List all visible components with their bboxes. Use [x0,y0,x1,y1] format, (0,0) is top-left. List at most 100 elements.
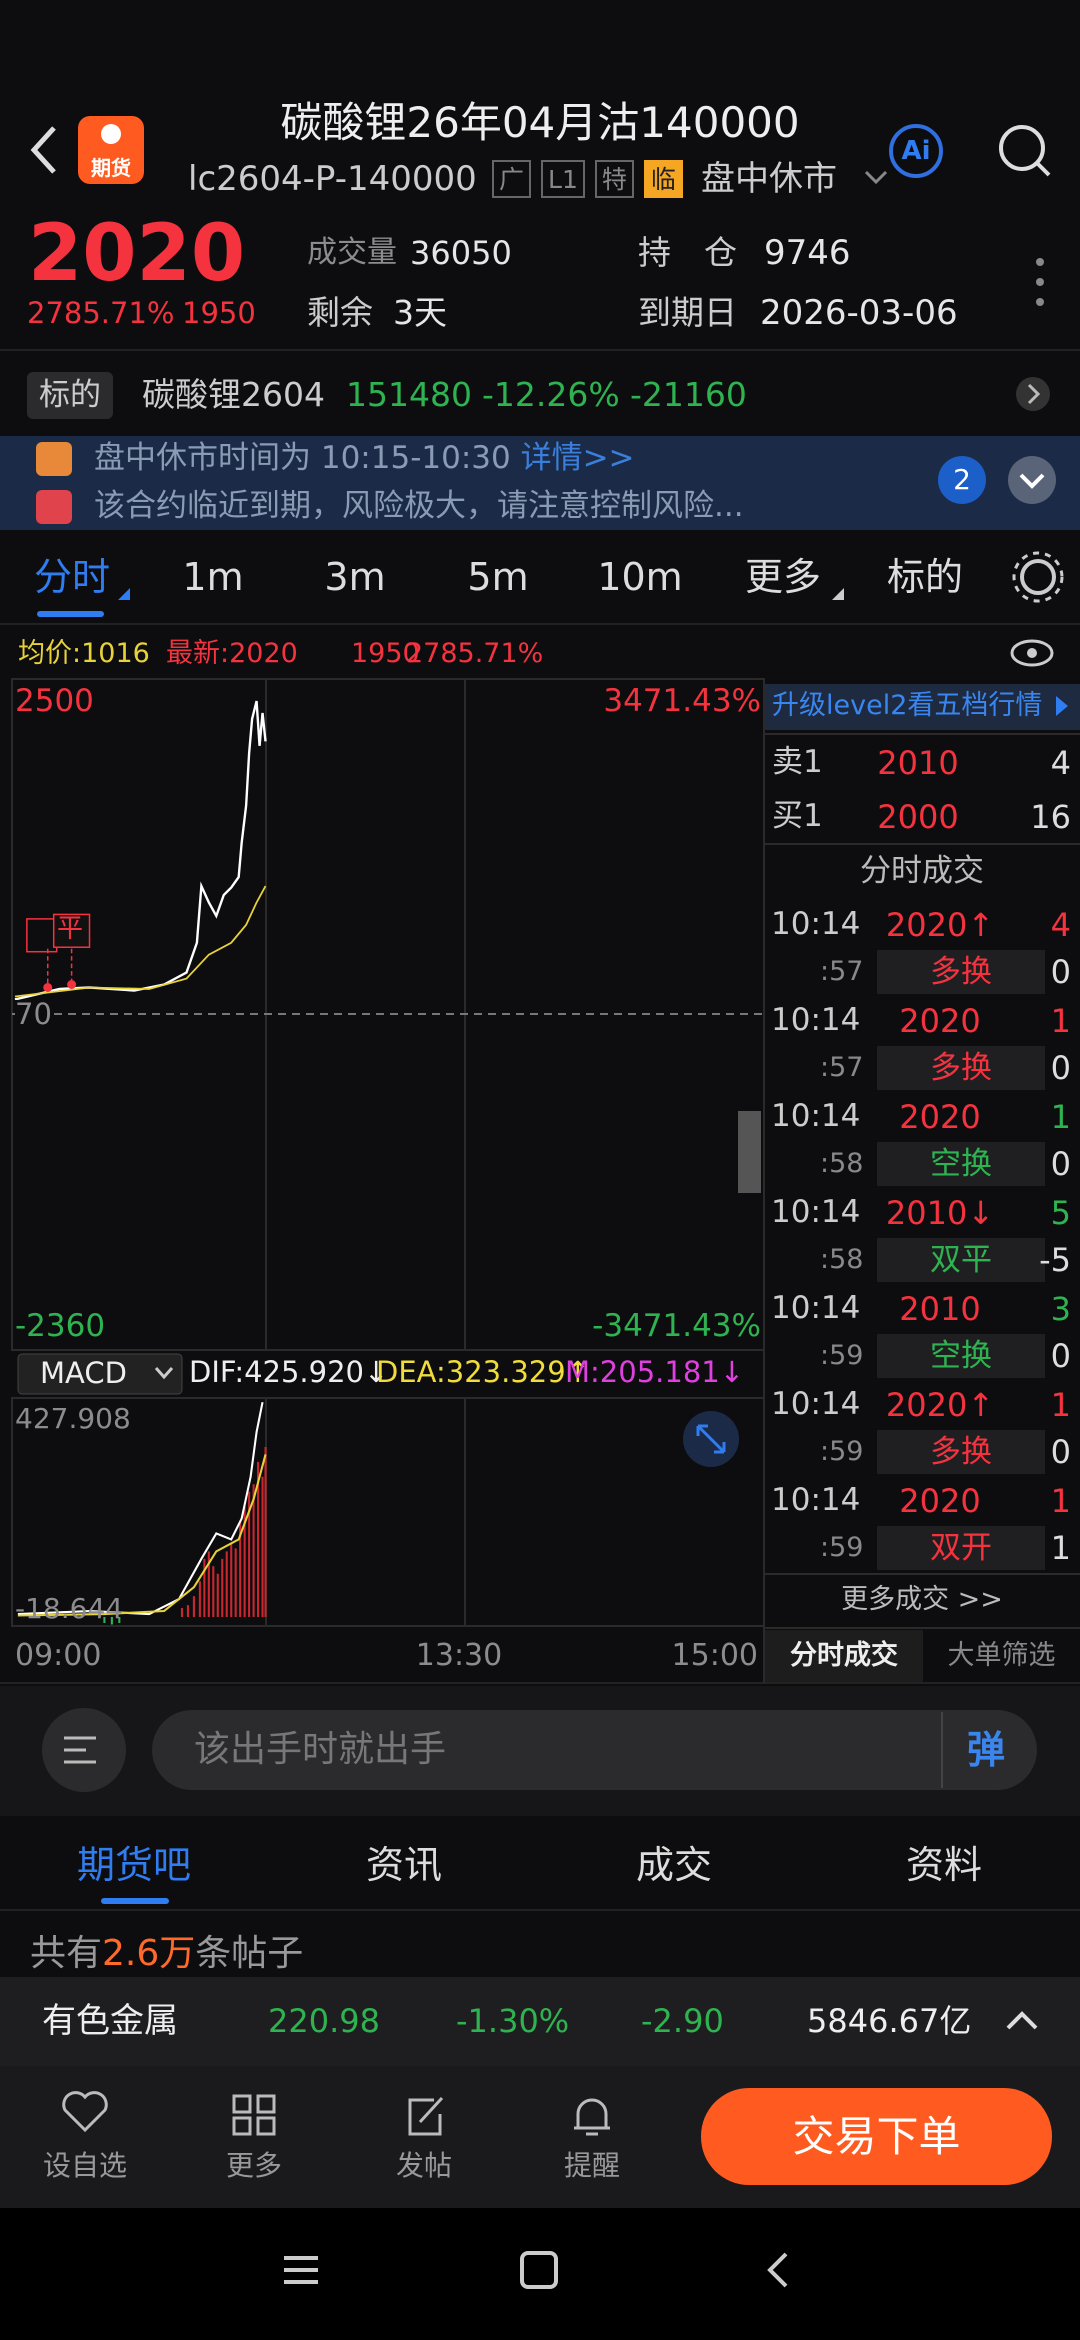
search-icon[interactable] [999,125,1045,171]
fav-icon[interactable] [62,2091,108,2133]
comment-input[interactable] [152,1710,1037,1790]
underlying-price: 151480 [346,375,472,414]
tag: L1 [541,160,585,198]
back-icon[interactable] [30,126,56,174]
home-key[interactable] [520,2251,558,2289]
time-label: 15:00 [671,1638,758,1673]
sector-amount: 5846.67亿 [807,2002,972,2040]
post-prefix: 共有 [30,1933,103,1974]
ai-label[interactable]: Ai [901,136,931,166]
trade-oi: 0 [1050,1433,1071,1471]
trade-type: 双平 [877,1238,1045,1282]
status-chevron[interactable] [864,170,888,185]
axis-bottom: -2360 [15,1308,106,1344]
section-tab[interactable]: 期货吧 [76,1843,191,1887]
level2-text[interactable]: 升级level2看五档行情 [772,690,1043,721]
menu-dot[interactable] [1036,258,1044,266]
trade-sec: :57 [820,956,864,987]
volume-label: 成交量 [307,235,397,270]
post-number: 2.6万 [102,1933,196,1974]
trade-price: 2010 [899,1290,981,1328]
underlying-pct: -12.26% [482,375,620,414]
macd-select[interactable] [17,1353,183,1395]
timeframe-tab[interactable]: 5m [467,555,529,599]
marker-box [26,918,58,953]
timeframe-tab[interactable]: 分时 [33,555,110,599]
latest: 最新:2020 [166,638,298,669]
settings-icon[interactable] [1020,559,1056,595]
underlying-name[interactable]: 碳酸锂2604 [142,375,325,414]
axis-bottom-pct: -3471.43% [592,1308,761,1344]
menu-key[interactable] [284,2256,318,2284]
more-trades[interactable]: 更多成交 >> [841,1584,1003,1615]
level2-banner[interactable] [765,684,1080,730]
comment-placeholder[interactable]: 该出手时就出手 [194,1729,447,1770]
sector-price: 220.98 [268,2002,380,2040]
macd-histogram-neg [103,1617,121,1625]
timeframe-tab[interactable]: 3m [324,555,386,599]
alert-icon[interactable] [574,2098,610,2136]
nav-label[interactable]: 更多 [225,2149,282,2182]
trade-vol: 1 [1050,1386,1071,1424]
title: 碳酸锂26年04月沽140000 [280,98,800,147]
remaining: 3天 [393,293,447,332]
section-tab[interactable]: 资讯 [365,1843,442,1887]
change: 1950 [182,296,256,330]
trade-sec: :57 [820,1052,864,1083]
trade-time: 10:14 [771,906,861,942]
menu-dot [1036,298,1044,306]
notice-toggle[interactable] [1008,456,1056,504]
notice-text: 该合约临近到期，风险极大，请注意控制风险... [94,488,744,524]
timeframe-tab[interactable]: 1m [182,555,244,599]
chevron [1019,473,1045,489]
ai-icon[interactable] [889,124,943,178]
bid-price: 2000 [877,798,959,836]
underlying-arrow[interactable] [1016,377,1050,411]
back-key[interactable] [767,2252,788,2288]
section-tab[interactable]: 成交 [635,1843,712,1887]
timeframe-tab[interactable]: 10m [597,555,683,599]
notice-link[interactable]: 详情>> [520,440,635,476]
timeframe-tab[interactable]: 更多 [744,555,821,599]
macd-bottom: -18.644 [15,1592,124,1625]
trade-button-label[interactable]: 交易下单 [792,2112,961,2161]
menu-dot [1036,278,1044,286]
side-tab[interactable]: 大单筛选 [947,1640,1056,1671]
macd-bars [17,1401,267,1625]
trade-button[interactable] [701,2088,1052,2185]
trade-type: 多换 [877,950,1045,994]
status: 盘中休市 [701,159,837,199]
nav-label[interactable]: 发帖 [395,2149,452,2182]
nav-label[interactable]: 提醒 [563,2149,620,2182]
time-label: 13:30 [415,1638,503,1673]
underlying-change: -21160 [630,375,747,414]
collapse-handle[interactable] [738,1111,761,1193]
timeframe-tab[interactable]: 标的 [886,555,963,599]
more-icon[interactable] [232,2094,276,2136]
tab-indicator [832,588,844,600]
side-tab[interactable]: 分时成交 [790,1640,898,1671]
chevron [154,1367,174,1380]
macd-selector[interactable]: MACD [40,1356,127,1390]
post-icon[interactable] [408,2096,444,2136]
oi: 9746 [764,233,851,273]
trade-oi: 0 [1050,1145,1071,1183]
danmaku-button[interactable]: 弹 [967,1728,1006,1772]
trade-time: 10:14 [771,1290,861,1326]
sector-bar[interactable]: 有色金属 220.98 -1.30% -2.90 5846.67亿 [0,1977,1080,2066]
tab-underline [37,611,104,617]
last-price: 2020 [28,209,246,299]
trade-sec: :58 [820,1244,864,1275]
macd-dif: DIF:425.920↓ [189,1355,389,1389]
change-pct: 2785.71% [27,296,175,330]
dea-line [17,1454,267,1617]
trade-time: 10:14 [771,1098,861,1134]
tags: 广 L1 特临 [492,160,683,198]
notice-icon [36,442,72,476]
sector-chevron[interactable] [1006,2011,1038,2030]
marker-dot [67,980,77,989]
bid-label: 买1 [772,798,823,834]
eye-icon[interactable] [1010,639,1054,667]
section-tab[interactable]: 资料 [905,1843,982,1887]
nav-label[interactable]: 设自选 [42,2149,127,2182]
